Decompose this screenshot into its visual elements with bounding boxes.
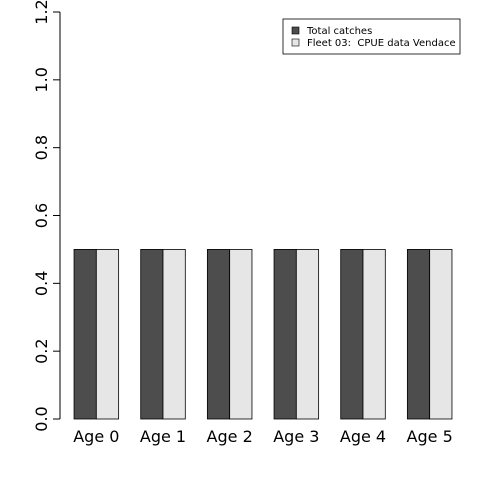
legend-swatch [291, 38, 300, 47]
y-tick-label: 0.6 [32, 203, 51, 228]
bar-total-catches-4 [340, 249, 364, 420]
y-tick-label: 0.0 [32, 406, 51, 431]
x-tick-label: Age 4 [340, 427, 386, 446]
bar-total-catches-0 [73, 249, 97, 420]
bar-fleet-03-0 [95, 249, 120, 420]
bar-total-catches-2 [206, 249, 231, 420]
legend-swatch [291, 26, 300, 35]
bar-fleet-03-3 [295, 249, 320, 420]
x-tick-label: Age 3 [273, 427, 319, 446]
bar-total-catches-3 [273, 249, 297, 420]
bar-fleet-03-5 [429, 249, 453, 420]
y-tick-label: 0.2 [32, 338, 51, 363]
y-axis: 0.0 0.2 0.4 0.6 0.8 1.0 1.2 [32, 0, 61, 432]
bar-total-catches-5 [406, 249, 431, 420]
y-tick-label: 1.0 [32, 67, 51, 92]
legend-label: Fleet 03: CPUE data Vendace [307, 38, 456, 49]
x-tick-label: Age 5 [407, 427, 453, 446]
bar-total-catches-1 [140, 249, 164, 420]
y-tick-label: 1.2 [32, 0, 51, 25]
bar-fleet-03-4 [362, 249, 386, 420]
x-tick-label: Age 0 [73, 427, 119, 446]
y-tick-label: 0.4 [32, 271, 51, 296]
bar-fleet-03-1 [162, 249, 186, 420]
legend-label: Total catches [306, 26, 372, 37]
legend-box [282, 18, 461, 55]
bar-fleet-03-2 [229, 249, 253, 420]
y-tick-label: 0.8 [32, 135, 51, 160]
x-axis-labels: Age 0 Age 1 Age 2 Age 3 Age 4 Age 5 [73, 427, 453, 446]
x-tick-label: Age 2 [207, 427, 253, 446]
x-tick-label: Age 1 [140, 427, 186, 446]
bars [73, 249, 453, 420]
